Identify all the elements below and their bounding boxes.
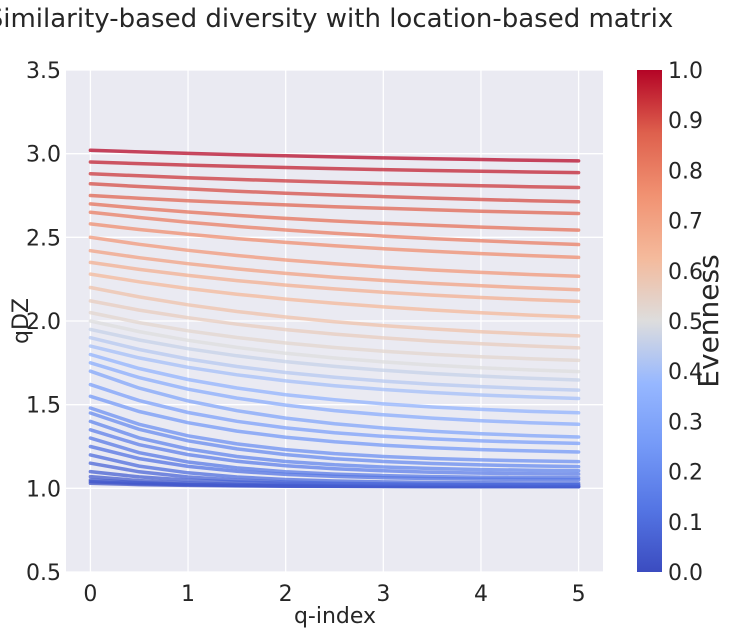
series-line-23 <box>88 299 581 350</box>
x-tick-labels: 0 1 2 3 4 5 <box>83 582 585 607</box>
series-line-15 <box>88 369 581 439</box>
series-line-6 <box>88 453 581 485</box>
series-group <box>88 148 581 489</box>
series-line-5 <box>88 461 581 487</box>
y-tick-label-6: 3.5 <box>26 59 61 84</box>
series-line-32 <box>88 193 581 216</box>
series-line-17 <box>88 352 581 415</box>
y-axis-label: qDZ <box>9 298 34 344</box>
series-line-31 <box>88 202 581 232</box>
series-line-10 <box>88 419 581 473</box>
x-tick-label-4: 4 <box>474 582 488 607</box>
series-line-7 <box>88 444 581 482</box>
series-line-19 <box>88 335 581 392</box>
x-tick-label-3: 3 <box>376 582 390 607</box>
x-tick-label-2: 2 <box>279 582 293 607</box>
series-line-22 <box>88 310 581 363</box>
chart-title: Similarity-based diversity with location… <box>0 4 673 34</box>
colorbar <box>637 70 662 572</box>
series-line-29 <box>88 222 581 260</box>
colorbar-tick-label-2: 0.2 <box>668 461 703 486</box>
series-line-26 <box>88 260 581 304</box>
y-tick-label-0: 0.5 <box>26 561 61 586</box>
series-line-30 <box>88 210 581 247</box>
y-tick-label-4: 2.5 <box>26 226 61 251</box>
colorbar-tick-label-8: 0.8 <box>668 159 703 184</box>
series-line-25 <box>88 272 581 319</box>
y-tick-label-2: 1.5 <box>26 394 61 419</box>
x-tick-label-5: 5 <box>572 582 586 607</box>
series-line-12 <box>88 406 581 464</box>
series-line-27 <box>88 248 581 292</box>
series-line-35 <box>88 160 581 175</box>
colorbar-tick-labels: 0.0 0.1 0.2 0.3 0.4 0.5 0.6 0.7 0.8 0.9 1.0 <box>668 59 703 586</box>
colorbar-label: Evenness <box>692 254 725 387</box>
y-tick-label-1: 1.0 <box>26 477 61 502</box>
x-axis-label: q-index <box>294 604 376 629</box>
series-line-21 <box>88 319 581 374</box>
series-line-18 <box>88 344 581 401</box>
colorbar-tick-label-7: 0.7 <box>668 210 703 235</box>
series-line-16 <box>88 361 581 427</box>
series-line-36 <box>88 148 581 163</box>
y-tick-label-3: 2.0 <box>26 310 61 335</box>
series-line-20 <box>88 327 581 382</box>
y-tick-label-5: 3.0 <box>26 143 61 168</box>
series-line-34 <box>88 171 581 190</box>
x-tick-label-1: 1 <box>181 582 195 607</box>
y-tick-labels: 0.5 1.0 1.5 2.0 2.5 3.0 3.5 <box>26 59 61 586</box>
x-tick-label-0: 0 <box>83 582 97 607</box>
colorbar-tick-label-6: 0.6 <box>668 260 703 285</box>
colorbar-tick-label-0: 0.0 <box>668 561 703 586</box>
series-line-14 <box>88 382 581 446</box>
series-line-33 <box>88 182 581 204</box>
colorbar-tick-label-10: 1.0 <box>668 59 703 84</box>
colorbar-tick-label-4: 0.4 <box>668 360 703 385</box>
colorbar-tick-label-1: 0.1 <box>668 511 703 536</box>
series-line-9 <box>88 428 581 476</box>
series-line-3 <box>88 474 581 489</box>
series-line-24 <box>88 285 581 338</box>
series-line-8 <box>88 436 581 480</box>
colorbar-tick-label-3: 0.3 <box>668 410 703 435</box>
colorbar-tick-label-5: 0.5 <box>668 310 703 335</box>
series-line-13 <box>88 394 581 454</box>
series-line-11 <box>88 411 581 469</box>
colorbar-tick-label-9: 0.9 <box>668 109 703 134</box>
series-line-28 <box>88 235 581 279</box>
